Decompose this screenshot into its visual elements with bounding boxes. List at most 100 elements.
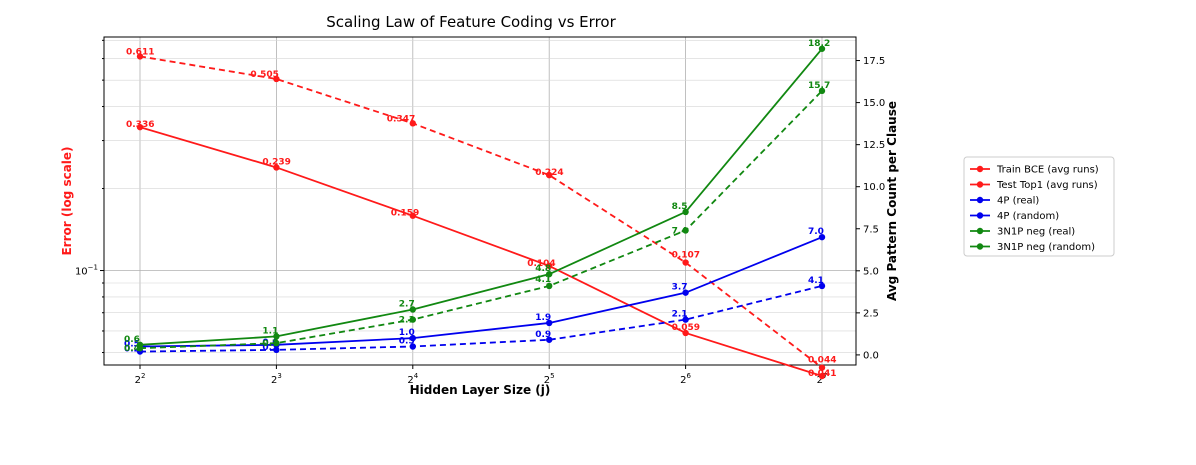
series-5-data-label-4: 7.4 — [672, 226, 688, 236]
series-3-point-3 — [546, 336, 553, 343]
legend-entry-1: Test Top1 (avg runs) — [996, 180, 1098, 191]
series-0-data-label-1: 0.239 — [262, 157, 290, 167]
series-5-point-2 — [409, 316, 416, 323]
series-5-point-5 — [818, 87, 826, 95]
x-tick-label-3: 25 — [544, 372, 555, 386]
series-2-data-label-3: 1.9 — [535, 313, 551, 323]
x-tick-label-0: 22 — [135, 372, 146, 386]
series-3-data-label-2: 0.5 — [399, 336, 415, 346]
legend-swatch-marker-4 — [976, 227, 984, 235]
series-1-point-5 — [818, 364, 826, 371]
series-line-2 — [139, 236, 823, 348]
legend-entry-3: 4P (random) — [997, 211, 1059, 222]
right-tick-label-1: 2.5 — [863, 308, 879, 319]
series-5-data-label-0: 0.4 — [124, 344, 140, 354]
x-tick-label-2: 24 — [407, 372, 418, 386]
series-1-point-3 — [546, 171, 553, 179]
series-1-point-4 — [682, 259, 689, 266]
series-5-point-4 — [682, 227, 689, 234]
legend-swatch-marker-3 — [976, 212, 984, 219]
series-3-data-label-5: 4.1 — [808, 276, 824, 286]
series-5-point-1 — [273, 339, 280, 347]
series-3-point-5 — [818, 282, 826, 290]
series-4-data-label-4: 8.5 — [672, 202, 688, 212]
plot-area-frame — [103, 36, 857, 366]
series-2-point-5 — [818, 233, 826, 241]
series-1-data-label-2: 0.347 — [387, 114, 415, 124]
series-0-data-label-0: 0.336 — [126, 120, 154, 130]
series-0-data-label-5: 0.041 — [808, 369, 836, 379]
series-5-point-3 — [546, 282, 553, 290]
right-tick-label-6: 15.0 — [863, 98, 885, 109]
legend-swatch-marker-0 — [976, 165, 984, 173]
right-axis-ticks: 0.0 2.5 5.0 7.5 10.0 12.5 15.0 17.5 — [856, 56, 885, 361]
x-axis-label: Hidden Layer Size (j) — [410, 383, 551, 397]
chart-title: Scaling Law of Feature Coding vs Error — [326, 13, 616, 31]
series-5-data-label-1: 0.7 — [262, 339, 278, 349]
right-tick-label-2: 5.0 — [863, 266, 879, 277]
series-5-point-0 — [136, 344, 144, 352]
series-3-data-label-1: 0.3 — [262, 343, 278, 353]
x-axis-ticks: 222324252627 — [135, 365, 827, 386]
x-tick-label-4: 26 — [680, 372, 691, 386]
right-tick-label-3: 7.5 — [863, 224, 879, 235]
series-4-data-label-1: 1.1 — [262, 326, 278, 336]
series-3-point-4 — [682, 316, 689, 323]
series-0-data-label-3: 0.104 — [527, 259, 555, 269]
series-4-point-4 — [682, 208, 689, 216]
series-4-point-1 — [273, 333, 280, 340]
series-0-point-4 — [682, 329, 689, 337]
legend-swatch-marker-1 — [976, 181, 984, 188]
series-1-point-0 — [136, 53, 144, 60]
legend-swatch-marker-2 — [976, 196, 984, 204]
series-1-data-label-4: 0.107 — [672, 251, 700, 261]
series-0-point-0 — [136, 123, 144, 131]
legend-swatch-marker-5 — [976, 243, 984, 250]
series-4-point-5 — [818, 45, 826, 52]
series-0-data-label-2: 0.159 — [391, 209, 419, 219]
series-4-data-label-5: 18.2 — [808, 39, 830, 49]
series-0-data-label-4: 0.059 — [672, 323, 700, 333]
legend-frame — [963, 156, 1115, 257]
left-axis-ticks: 10−1 — [75, 39, 104, 354]
series-0-point-1 — [273, 164, 280, 171]
series-1-data-label-3: 0.224 — [535, 168, 563, 178]
series-1-data-label-1: 0.505 — [250, 70, 278, 80]
series-5-data-label-3: 4.1 — [535, 275, 551, 285]
series-2-point-4 — [682, 289, 689, 296]
right-axis-label: Avg Pattern Count per Clause — [885, 101, 899, 301]
series-4-point-3 — [546, 270, 553, 278]
left-tick-label-0: 10−1 — [75, 264, 98, 278]
series-1-point-1 — [273, 75, 280, 83]
series-2-point-2 — [409, 334, 416, 342]
right-tick-label-4: 10.0 — [863, 182, 885, 193]
legend-entry-2: 4P (real) — [997, 196, 1039, 207]
left-axis-label: Error (log scale) — [60, 146, 74, 255]
legend-entry-5: 3N1P neg (random) — [997, 242, 1095, 253]
right-tick-label-7: 17.5 — [863, 56, 885, 67]
x-tick-label-1: 23 — [271, 372, 282, 386]
grid-lines — [104, 37, 856, 365]
series-3-point-1 — [273, 346, 280, 354]
series-4-data-label-0: 0.6 — [124, 335, 140, 345]
series-4-point-2 — [409, 306, 416, 313]
series-5-data-label-5: 15.7 — [808, 81, 830, 91]
series-0-point-5 — [818, 372, 826, 380]
right-tick-label-0: 0.0 — [863, 350, 879, 361]
series-line-4 — [139, 48, 823, 346]
series-1-data-label-5: 0.044 — [808, 356, 836, 366]
series-2-point-3 — [546, 319, 553, 327]
series-0-point-2 — [409, 212, 416, 219]
series-0-point-3 — [546, 262, 553, 270]
series-4-data-label-2: 2.7 — [399, 299, 415, 309]
series-line-0 — [139, 126, 823, 377]
series-3-data-label-4: 2.1 — [672, 310, 688, 320]
series-line-3 — [139, 285, 823, 353]
right-tick-label-5: 12.5 — [863, 140, 885, 151]
series-1-data-label-0: 0.611 — [126, 47, 154, 57]
series-line-1 — [139, 55, 823, 369]
legend-entry-0: Train BCE (avg runs) — [996, 165, 1099, 176]
series-3-point-2 — [409, 343, 416, 350]
series-2-data-label-2: 1.0 — [399, 328, 415, 338]
